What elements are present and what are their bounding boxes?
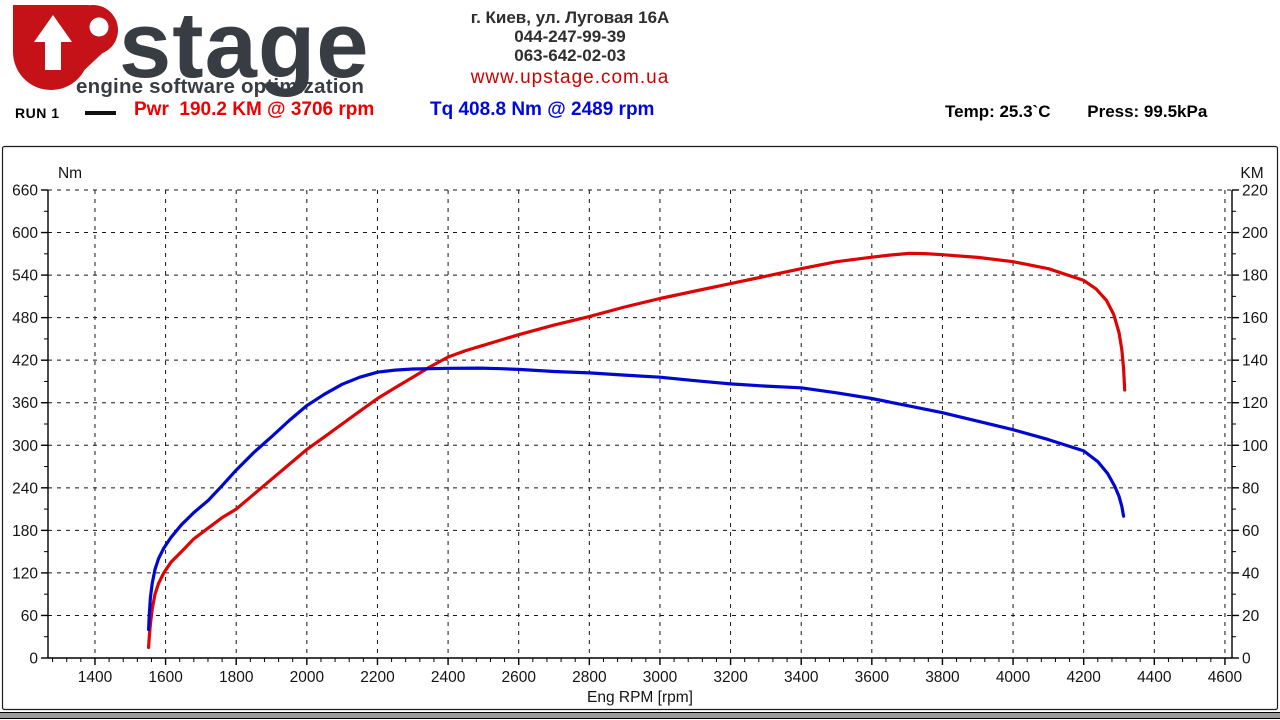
chart-frame	[1, 145, 1279, 711]
left-axis-tick-label: 120	[12, 565, 38, 582]
pressure-value: Press: 99.5kPa	[1087, 102, 1208, 121]
window-bottom-edge	[0, 712, 1280, 719]
x-axis-tick-label: 2000	[290, 669, 325, 686]
upstage-logo: stage engine software optimization	[13, 2, 370, 98]
right-axis-tick-label: 220	[1242, 183, 1268, 200]
power-summary: Pwr 190.2 KM @ 3706 rpm	[134, 99, 375, 120]
x-axis-tick-label: 3000	[643, 669, 678, 686]
x-axis-tick-label: 2800	[572, 669, 607, 686]
torque-summary: Tq 408.8 Nm @ 2489 rpm	[430, 99, 655, 120]
right-axis-tick-label: 160	[1242, 310, 1268, 327]
x-axis-tick-label: 1400	[78, 669, 113, 686]
left-axis-tick-label: 180	[12, 523, 38, 540]
contact-block: г. Киев, ул. Луговая 16А 044-247-99-39 0…	[435, 8, 705, 87]
left-axis-tick-label: 660	[12, 183, 38, 200]
x-axis-tick-label: 3400	[784, 669, 819, 686]
run-legend-dash	[85, 111, 116, 115]
x-axis-tick-label: 1600	[148, 669, 183, 686]
left-axis-tick-label: 480	[12, 310, 38, 327]
x-axis-tick-label: 1800	[219, 669, 254, 686]
contact-phone-1: 044-247-99-39	[514, 27, 626, 46]
x-axis-tick-label: 2600	[501, 669, 536, 686]
x-axis-title: Eng RPM [rpm]	[587, 689, 693, 706]
temperature-value: Temp: 25.3`C	[945, 102, 1051, 121]
left-axis-tick-label: 60	[21, 608, 39, 625]
run-label: RUN 1	[15, 105, 60, 121]
right-axis-tick-label: 80	[1242, 480, 1260, 497]
contact-address: г. Киев, ул. Луговая 16А	[470, 8, 670, 27]
x-axis-tick-label: 4000	[996, 669, 1031, 686]
x-axis-tick-label: 3800	[925, 669, 960, 686]
logo-tagline: engine software optimization	[76, 75, 364, 98]
logo-brand-text: stage	[119, 2, 370, 97]
x-axis-tick-label: 2400	[431, 669, 466, 686]
right-axis-tick-label: 180	[1242, 268, 1268, 285]
x-axis-tick-label: 3200	[713, 669, 748, 686]
logo-p-bowl-hole	[89, 17, 109, 37]
right-axis-tick-label: 140	[1242, 353, 1268, 370]
left-axis-tick-label: 540	[12, 268, 38, 285]
torque-curve	[147, 366, 1126, 632]
logo-up-arrow-icon	[34, 15, 72, 70]
right-axis-tick-label: 0	[1242, 651, 1251, 668]
right-axis-tick-label: 40	[1242, 565, 1260, 582]
x-axis-tick-label: 2200	[360, 669, 395, 686]
right-axis-title: KM	[1240, 165, 1263, 182]
right-axis-tick-label: 100	[1242, 438, 1268, 455]
contact-phone-2: 063-642-02-03	[514, 46, 626, 65]
power-curve	[147, 251, 1127, 650]
left-axis-tick-label: 600	[12, 225, 38, 242]
left-axis-title: Nm	[58, 165, 82, 182]
x-axis-tick-label: 4600	[1208, 669, 1243, 686]
left-axis-tick-label: 360	[12, 395, 38, 412]
right-axis-tick-label: 200	[1242, 225, 1268, 242]
website-link[interactable]: www.upstage.com.ua	[470, 67, 670, 88]
x-axis-tick-label: 4400	[1137, 669, 1172, 686]
environment-readout: Temp: 25.3`C Press: 99.5kPa	[945, 102, 1207, 122]
header: stage engine software optimization г. Ки…	[0, 0, 1280, 135]
right-axis-tick-label: 60	[1242, 523, 1260, 540]
left-axis-tick-label: 300	[12, 438, 38, 455]
left-axis-tick-label: 240	[12, 480, 38, 497]
left-axis-tick-label: 420	[12, 353, 38, 370]
x-axis-tick-label: 3600	[855, 669, 890, 686]
x-axis-tick-label: 4200	[1066, 669, 1101, 686]
left-axis-tick-label: 0	[29, 651, 38, 668]
right-axis-tick-label: 20	[1242, 608, 1260, 625]
right-axis-tick-label: 120	[1242, 395, 1268, 412]
